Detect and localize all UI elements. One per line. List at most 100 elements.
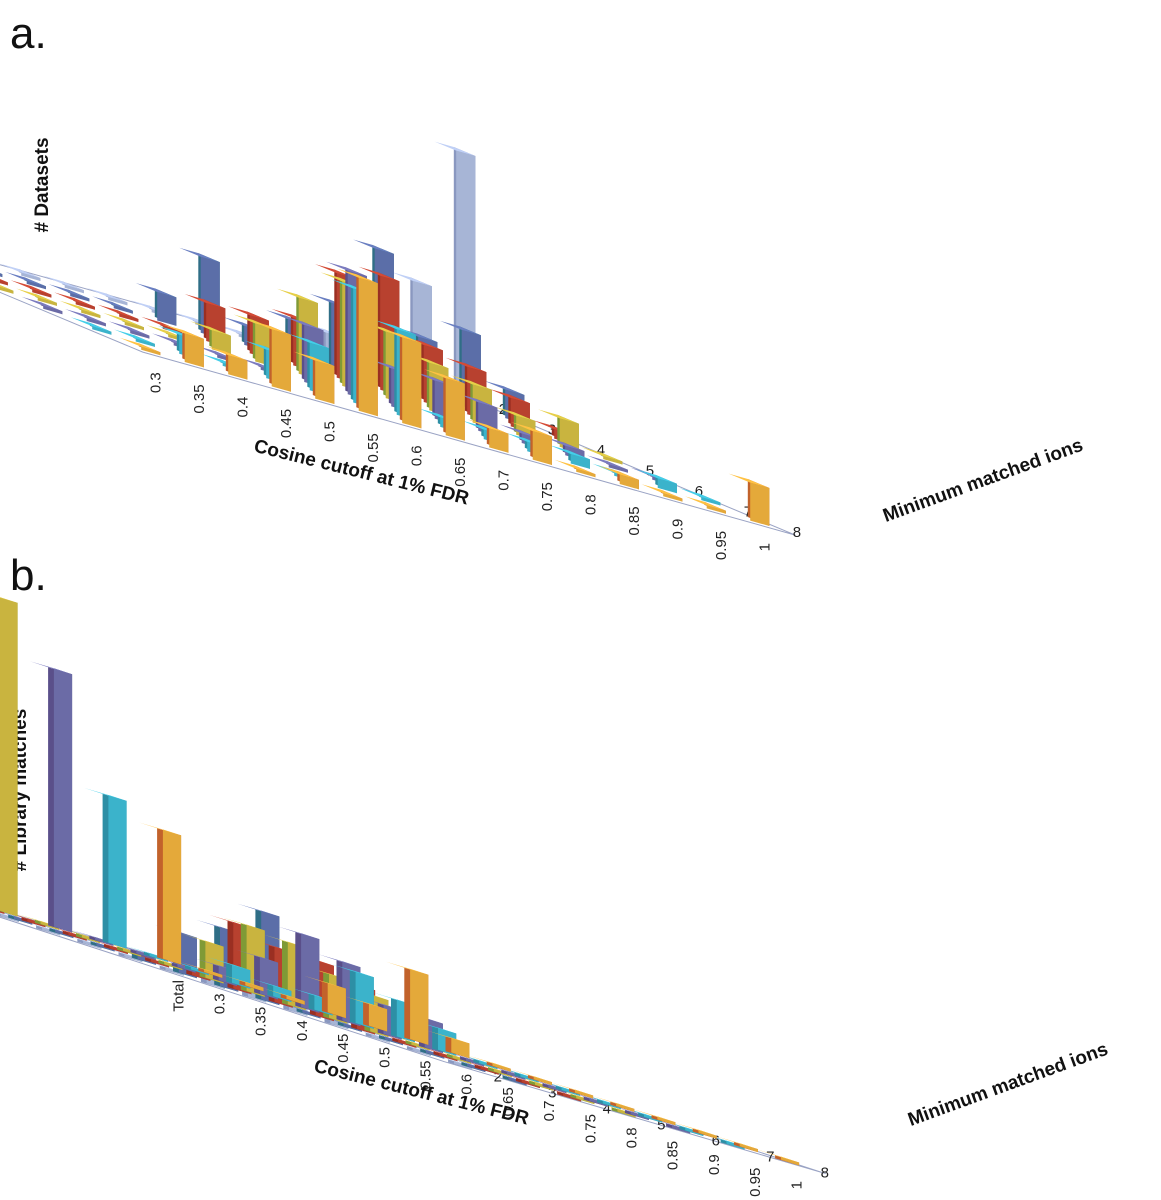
bar-top-face [181, 933, 224, 947]
bar-5-0.55 [190, 321, 231, 355]
bar-front-face [119, 313, 139, 322]
bar-top-face [434, 141, 476, 156]
bar-top-face [70, 317, 112, 332]
bar-8-0.75 [550, 1082, 594, 1099]
bar-6-0.35 [65, 309, 106, 327]
x-tick-label: 0.8 [624, 1127, 641, 1148]
bar-front-face [157, 292, 177, 326]
x-tick-label: 0.55 [365, 433, 382, 462]
bar-top-face [228, 306, 269, 321]
bar-front-face [184, 333, 204, 368]
bar-top-face [494, 406, 536, 422]
bar-top-face [222, 917, 265, 931]
bar-top-face [685, 496, 726, 511]
bar-front-face [368, 1003, 388, 1032]
y-tick-label: 4 [597, 442, 605, 459]
y-axis-title: Minimum matched ions [880, 435, 1086, 527]
z-axis-title: # Datasets [32, 137, 53, 232]
bar-top-face [54, 292, 95, 307]
bar-front-face [739, 1143, 758, 1153]
x-tick-label: 0.5 [376, 1047, 393, 1068]
bar-top-face [468, 1055, 511, 1069]
bar-top-face [184, 294, 226, 309]
bar-top-face [358, 266, 400, 282]
bar-top-face [451, 375, 492, 390]
y-axis-title: Minimum matched ions [905, 1039, 1111, 1131]
x-tick-label: 0.6 [459, 1074, 476, 1095]
bar-top-face [679, 488, 721, 503]
x-tick-label: 0.75 [582, 1114, 599, 1143]
bar-8-0.9 [641, 484, 683, 502]
x-tick-label: 1 [757, 543, 774, 551]
bar-top-face [337, 268, 378, 284]
bar-7-Total [84, 788, 127, 949]
y-tick-label: 4 [603, 1101, 611, 1118]
x-tick-label: 0.4 [235, 397, 252, 418]
bar-front-face [706, 505, 726, 514]
bar-8-0.85 [633, 1109, 676, 1126]
bar-front-face [603, 456, 623, 465]
x-axis-title: Cosine cutoff at 1% FDR [252, 436, 471, 510]
bar-front-face [64, 284, 84, 294]
bar-8-Total [138, 822, 182, 965]
bar-front-face [271, 329, 291, 392]
bar-top-face [237, 903, 280, 917]
bar-front-face [135, 338, 155, 347]
bar-7-1 [679, 488, 721, 506]
x-tick-label: 0.65 [452, 458, 469, 487]
bar-8-0.85 [598, 465, 639, 490]
bar-top-face [598, 465, 639, 480]
bar-top-face [554, 459, 596, 475]
y-tick-label: 8 [821, 1165, 829, 1182]
bar-8-0.55 [337, 268, 378, 417]
bar-8-0.95 [685, 496, 726, 514]
bar-top-face [293, 351, 335, 366]
x-tick-label: 0.85 [626, 506, 643, 535]
bar-front-face [124, 321, 144, 331]
x-tick-label: 1 [788, 1181, 805, 1189]
y-tick-label: 2 [494, 1069, 502, 1086]
bar-front-face [0, 280, 8, 286]
bar-front-face [780, 1156, 800, 1166]
bar-front-face [358, 277, 378, 417]
bar-top-face [262, 988, 305, 1001]
bar-front-face [245, 981, 264, 992]
bar-top-face [636, 469, 677, 484]
bar-top-face [138, 822, 182, 836]
bar-top-face [277, 926, 320, 940]
bar-top-face [391, 271, 432, 287]
bar-top-face [65, 309, 106, 324]
bar-top-face [86, 288, 128, 303]
bar-7-0.3 [70, 317, 112, 335]
bar-front-face [43, 305, 63, 315]
bar-front-face [532, 431, 552, 465]
bar-8-0.65 [424, 369, 465, 441]
bar-top-face [10, 280, 52, 295]
bar-top-face [549, 445, 590, 460]
bar-top-face [424, 369, 465, 384]
bar-front-face [141, 346, 161, 356]
bar-front-face [445, 378, 465, 441]
bar-8-0.9 [674, 1122, 717, 1139]
bar-top-face [114, 329, 155, 344]
panel-b-chart: b.01000020000300004000050000600007000080… [0, 551, 1111, 1197]
bar-top-face [331, 964, 374, 978]
bar-front-face [0, 286, 14, 294]
bar-front-face [113, 305, 133, 314]
x-tick-label: 0.4 [294, 1020, 311, 1041]
bar-front-face [70, 293, 90, 302]
bar-top-face [326, 261, 367, 277]
bar-top-face [180, 961, 223, 975]
bar-top-face [0, 285, 14, 291]
x-tick-label: 0.95 [713, 531, 730, 560]
bar-top-face [16, 288, 57, 303]
bar-top-face [715, 1136, 758, 1150]
x-tick-label: 0.85 [665, 1141, 682, 1170]
bar-5-0.45 [103, 312, 144, 331]
bar-front-face [92, 326, 112, 335]
bar-top-face [163, 324, 204, 339]
x-tick-label: 0.7 [495, 470, 512, 491]
y-tick-label: 7 [766, 1149, 774, 1166]
bar-top-face [0, 273, 3, 275]
bar-front-face [37, 297, 57, 306]
